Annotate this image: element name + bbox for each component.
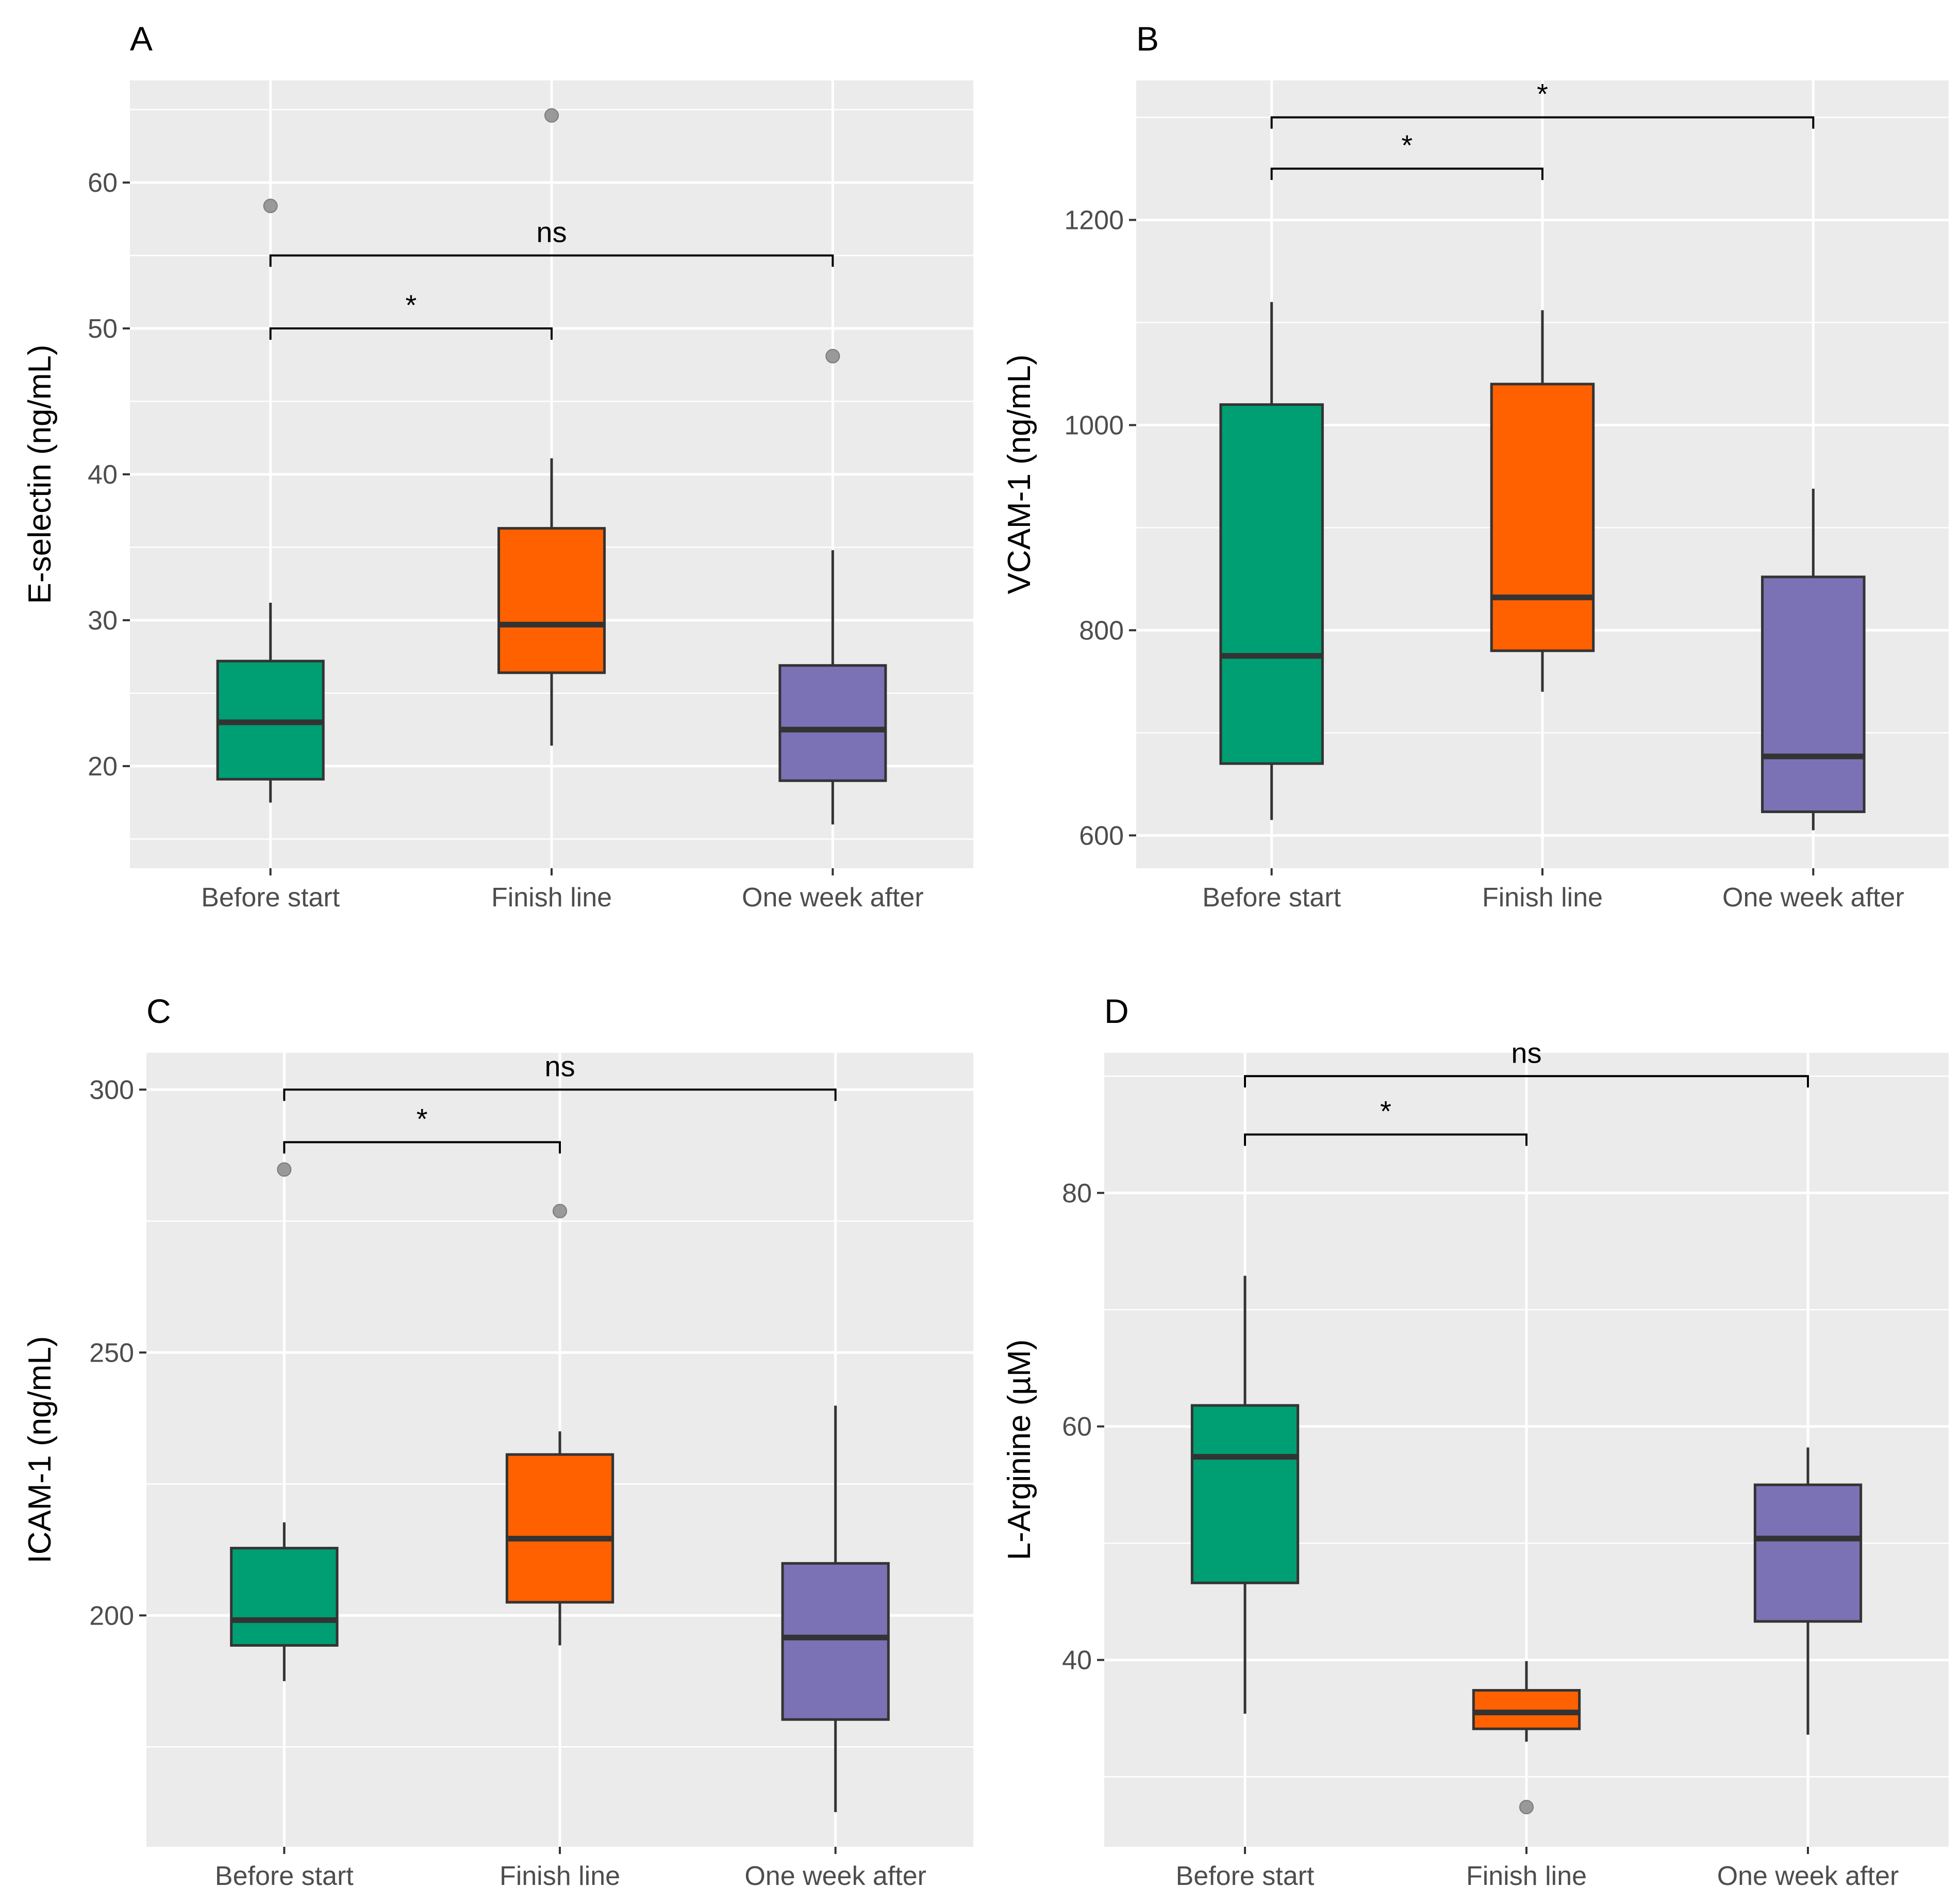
significance-label: ns	[536, 216, 567, 249]
panel-letter: A	[130, 20, 153, 58]
y-tick-label: 80	[1062, 1179, 1092, 1208]
y-tick-label: 1200	[1064, 206, 1124, 236]
x-tick-label: One week after	[1717, 1861, 1899, 1891]
x-tick-label: One week after	[744, 1861, 926, 1891]
x-tick-label: Before start	[215, 1861, 354, 1891]
significance-label: *	[1537, 78, 1548, 110]
box-finish-line	[497, 108, 606, 746]
y-tick-label: 50	[88, 314, 118, 344]
outlier-point	[1519, 1800, 1534, 1814]
panel-c: 200 250 300 Before start Finish line One week…	[22, 992, 973, 1891]
x-tick-label: Finish line	[500, 1861, 620, 1891]
significance-label: ns	[544, 1050, 575, 1082]
x-tick-label: Finish line	[1482, 883, 1603, 913]
box-one-week-after	[1753, 1447, 1863, 1735]
y-axis-title: E-selectin (ng/mL)	[22, 344, 58, 604]
significance-label: *	[417, 1102, 428, 1135]
box-body	[230, 1547, 339, 1647]
outlier-point	[544, 108, 559, 123]
panel-letter: C	[146, 992, 171, 1030]
box-finish-line	[505, 1203, 614, 1646]
significance-bracket	[1270, 168, 1543, 180]
box-body	[781, 1562, 890, 1721]
y-axis-title: L-Arginine (µM)	[1002, 1339, 1037, 1561]
box-one-week-after	[781, 1405, 890, 1812]
y-axis-title: ICAM-1 (ng/mL)	[22, 1336, 58, 1564]
panel-a: 20 30 40 50 60 Before start Finish line One wee…	[22, 20, 973, 913]
panel-letter: D	[1104, 992, 1129, 1030]
y-tick-label: 60	[88, 168, 118, 198]
x-tick-label: Before start	[1176, 1861, 1315, 1891]
box-body	[778, 664, 887, 782]
box-finish-line	[1472, 1661, 1581, 1814]
box-body	[1190, 1404, 1300, 1584]
significance-label: *	[405, 289, 417, 321]
box-body	[1490, 383, 1595, 652]
significance-label: ns	[1511, 1036, 1541, 1069]
y-tick-label: 800	[1079, 616, 1124, 645]
significance-label: *	[1401, 129, 1413, 161]
box-body	[1472, 1689, 1581, 1730]
box-body	[1219, 403, 1324, 765]
box-before-start	[1219, 302, 1324, 820]
outlier-point	[277, 1162, 292, 1177]
outlier-point	[263, 198, 278, 213]
box-one-week-after	[778, 349, 887, 825]
significance-bracket	[269, 254, 834, 267]
significance-bracket	[1244, 1075, 1809, 1088]
y-tick-label: 30	[88, 606, 118, 636]
box-finish-line	[1490, 310, 1595, 692]
y-tick-label: 60	[1062, 1412, 1092, 1442]
significance-bracket	[283, 1088, 837, 1101]
outlier-point	[825, 349, 840, 363]
y-tick-label: 200	[89, 1601, 134, 1631]
y-tick-label: 40	[88, 460, 118, 490]
x-tick-label: Before start	[1202, 883, 1341, 913]
y-tick-label: 600	[1079, 821, 1124, 851]
panel-b: 600 800 1000 1200 Before start Finish line One…	[1002, 20, 1949, 913]
y-tick-label: 40	[1062, 1646, 1092, 1676]
significance-label: *	[1380, 1095, 1391, 1128]
y-tick-label: 250	[89, 1338, 134, 1368]
box-body	[505, 1453, 614, 1604]
box-one-week-after	[1761, 488, 1866, 831]
x-tick-label: One week after	[742, 883, 924, 913]
x-tick-label: Finish line	[1466, 1861, 1587, 1891]
panel-d: 40 60 80 Before start Finish line One week af…	[1002, 992, 1949, 1891]
outlier-point	[553, 1203, 567, 1218]
box-before-start	[230, 1162, 339, 1681]
box-body	[1761, 575, 1866, 814]
y-tick-label: 1000	[1064, 411, 1124, 441]
x-tick-label: One week after	[1722, 883, 1904, 913]
significance-bracket	[1270, 116, 1815, 129]
box-body	[1753, 1483, 1863, 1623]
box-before-start	[1190, 1276, 1300, 1714]
panel-letter: B	[1136, 20, 1159, 58]
box-before-start	[216, 198, 325, 803]
significance-bracket	[283, 1141, 561, 1154]
x-tick-label: Before start	[201, 883, 340, 913]
y-tick-label: 300	[89, 1075, 134, 1105]
x-tick-label: Finish line	[491, 883, 612, 913]
y-axis-title: VCAM-1 (ng/mL)	[1002, 354, 1037, 594]
box-body	[497, 527, 606, 674]
y-tick-label: 20	[88, 752, 118, 782]
significance-bracket	[269, 327, 553, 340]
significance-bracket	[1244, 1133, 1527, 1146]
